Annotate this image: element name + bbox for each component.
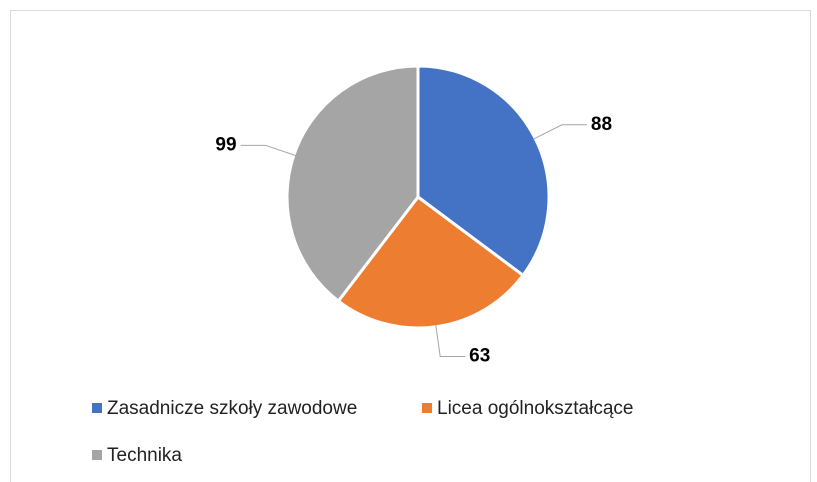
data-label: 99 [215, 134, 236, 155]
leader-line [435, 324, 466, 357]
legend-label: Zasadnicze szkoły zawodowe [107, 398, 357, 419]
leader-line [240, 144, 296, 157]
legend-label: Technika [107, 445, 182, 466]
legend-swatch [92, 450, 102, 460]
data-label: 63 [469, 345, 490, 366]
data-label: 88 [591, 114, 612, 135]
legend-swatch [92, 403, 102, 413]
legend-swatch [422, 403, 432, 413]
legend-label: Licea ogólnokształcące [437, 398, 633, 419]
leader-line [533, 124, 587, 140]
